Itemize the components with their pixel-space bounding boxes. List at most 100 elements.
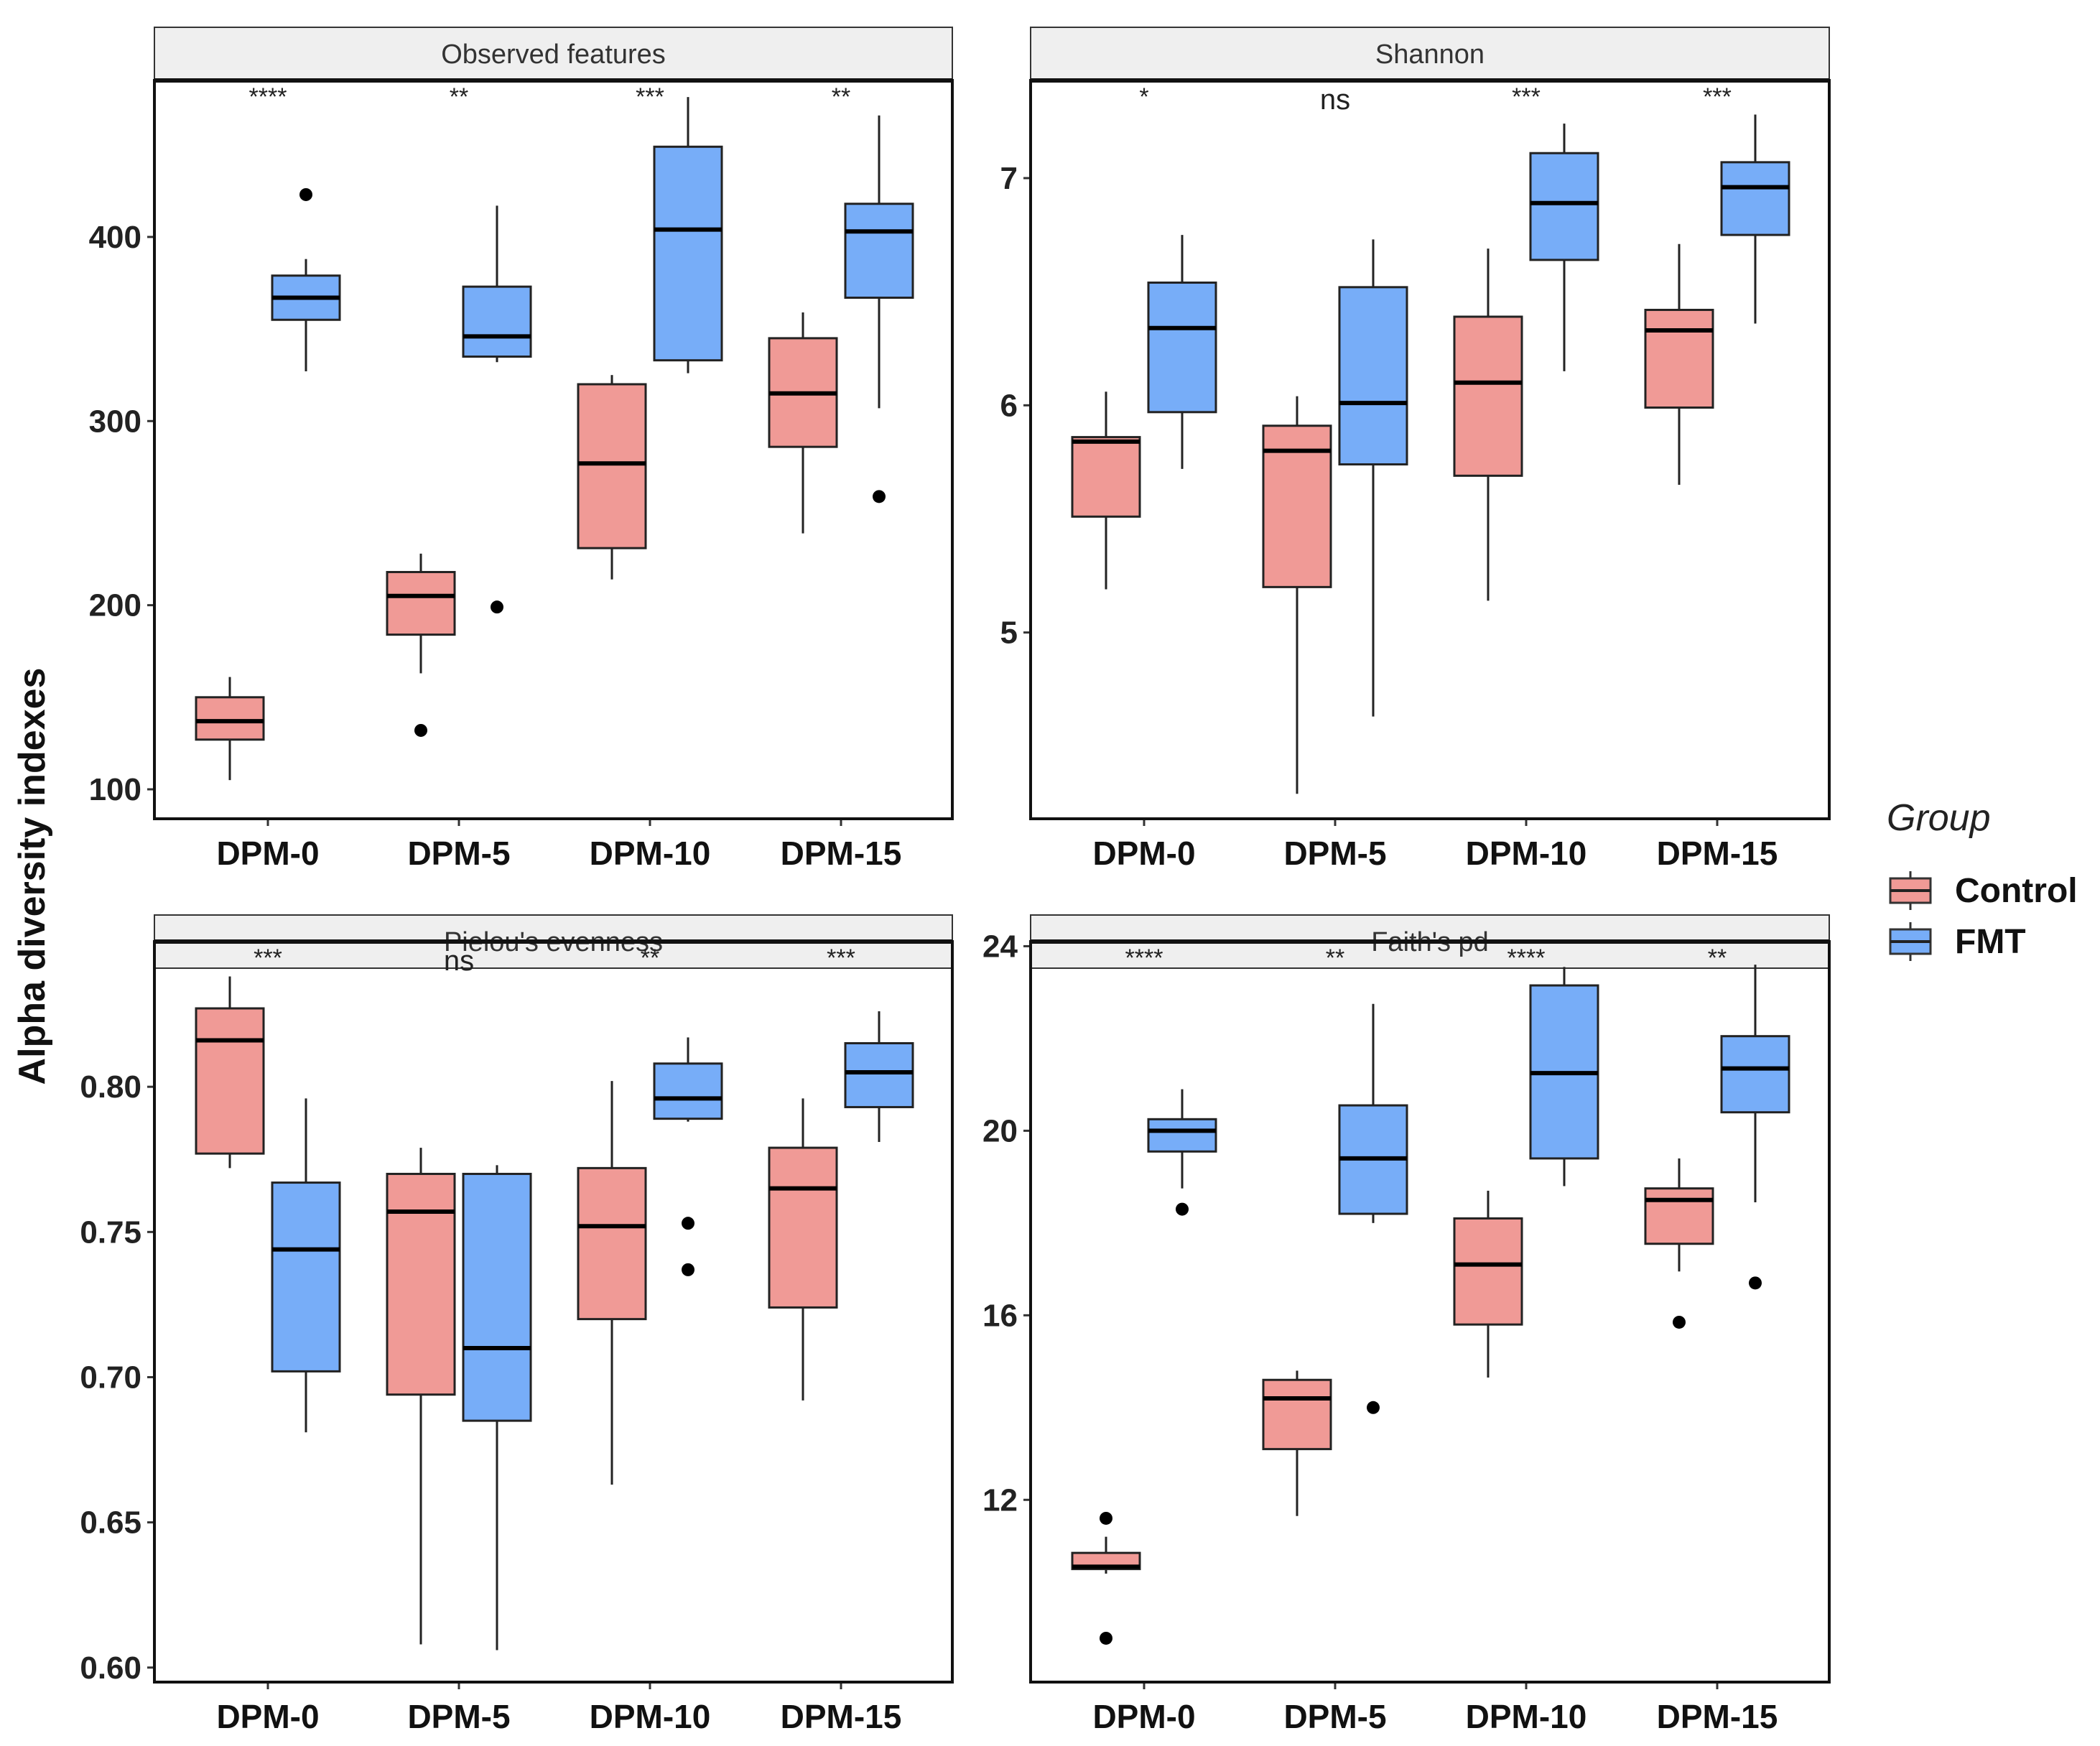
outlier-point bbox=[682, 1263, 694, 1276]
box-iqr bbox=[1262, 1378, 1332, 1451]
x-tick-label: DPM-10 bbox=[1466, 1698, 1587, 1735]
box-fmt bbox=[1147, 1089, 1217, 1216]
significance-label: *** bbox=[1512, 83, 1541, 111]
box-fmt bbox=[462, 205, 532, 614]
box-control bbox=[1644, 1158, 1714, 1329]
box-iqr bbox=[844, 1042, 914, 1108]
box-fmt bbox=[271, 1098, 341, 1433]
box-control bbox=[768, 312, 838, 534]
facet-panel-0: Observed features100200300400DPM-0****DP… bbox=[89, 27, 954, 872]
y-tick-label: 7 bbox=[1000, 161, 1018, 196]
x-tick-label: DPM-10 bbox=[590, 1698, 711, 1735]
box-fmt bbox=[844, 1011, 914, 1142]
x-tick-label: DPM-10 bbox=[590, 835, 711, 872]
box-control bbox=[1453, 249, 1523, 601]
y-tick-label: 100 bbox=[89, 772, 141, 807]
box-fmt bbox=[1147, 235, 1217, 469]
box-control bbox=[577, 1081, 647, 1485]
outlier-point bbox=[1100, 1511, 1112, 1525]
facet-strip bbox=[1030, 27, 1830, 81]
box-iqr bbox=[1644, 1187, 1714, 1245]
significance-label: *** bbox=[254, 944, 282, 972]
significance-label: **** bbox=[1507, 944, 1546, 972]
significance-label: **** bbox=[1125, 944, 1163, 972]
box-fmt bbox=[844, 115, 914, 503]
legend-label-control: Control bbox=[1955, 872, 2078, 910]
outlier-point bbox=[491, 600, 503, 614]
significance-label: **** bbox=[249, 83, 287, 111]
facet-panel-1: Shannon 5 6 7 DPM-0 * DPM-5 ns DPM-10 *** DPM-15 **… bbox=[1000, 27, 1831, 872]
significance-label: ** bbox=[641, 944, 659, 972]
box-iqr bbox=[462, 285, 532, 358]
box-control bbox=[768, 1098, 838, 1401]
box-control bbox=[1453, 1190, 1523, 1378]
box-iqr bbox=[1147, 282, 1217, 414]
box-control bbox=[577, 375, 647, 580]
box-fmt bbox=[1720, 114, 1790, 324]
significance-label: *** bbox=[636, 83, 664, 111]
x-tick-label: DPM-5 bbox=[407, 835, 510, 872]
legend-title: Group bbox=[1887, 797, 1991, 839]
y-tick-label: 200 bbox=[89, 588, 141, 623]
box-control bbox=[195, 677, 265, 781]
panel-frame bbox=[153, 79, 954, 820]
x-tick-label: DPM-15 bbox=[1657, 1698, 1778, 1735]
box-iqr bbox=[1644, 308, 1714, 409]
y-tick-label: 16 bbox=[982, 1298, 1018, 1333]
box-iqr bbox=[653, 1062, 723, 1120]
panel-frame bbox=[1029, 940, 1831, 1684]
box-fmt bbox=[1529, 124, 1599, 371]
box-iqr bbox=[577, 1166, 647, 1321]
legend: Group Control FMT bbox=[1887, 797, 2078, 961]
y-tick-label: 0.65 bbox=[80, 1505, 141, 1541]
box-control bbox=[386, 553, 456, 737]
panel-frame bbox=[1029, 79, 1831, 820]
y-tick-label: 0.80 bbox=[80, 1069, 141, 1105]
y-tick-label: 20 bbox=[982, 1113, 1018, 1148]
box-control bbox=[386, 1148, 456, 1645]
box-control bbox=[1644, 243, 1714, 486]
facet-strip bbox=[154, 27, 953, 81]
box-fmt bbox=[653, 97, 723, 373]
legend-item-control: Control bbox=[1889, 871, 2078, 910]
box-iqr bbox=[1147, 1118, 1217, 1153]
y-tick-label: 24 bbox=[982, 929, 1018, 964]
box-control bbox=[1262, 396, 1332, 794]
x-tick-label: DPM-5 bbox=[1283, 1698, 1386, 1735]
x-tick-label: DPM-0 bbox=[1092, 835, 1195, 872]
x-tick-label: DPM-15 bbox=[781, 835, 902, 872]
box-iqr bbox=[577, 383, 647, 549]
box-iqr bbox=[1453, 315, 1523, 477]
y-axis-label: Alpha diversity indexes bbox=[11, 668, 53, 1085]
box-iqr bbox=[1071, 436, 1141, 518]
box-control bbox=[195, 976, 265, 1169]
box-fmt bbox=[1338, 1003, 1408, 1414]
significance-label: *** bbox=[827, 944, 855, 972]
facet-strip-title: Shannon bbox=[1375, 40, 1485, 70]
outlier-point bbox=[1367, 1401, 1380, 1414]
x-tick-label: DPM-15 bbox=[781, 1698, 902, 1735]
box-iqr bbox=[271, 1181, 341, 1373]
box-iqr bbox=[1338, 286, 1408, 466]
x-tick-label: DPM-5 bbox=[1283, 835, 1386, 872]
x-tick-label: DPM-10 bbox=[1466, 835, 1587, 872]
y-tick-label: 300 bbox=[89, 404, 141, 439]
significance-label: ** bbox=[832, 83, 850, 111]
box-iqr bbox=[195, 1007, 265, 1155]
y-tick-label: 0.70 bbox=[80, 1360, 141, 1395]
outlier-point bbox=[1673, 1315, 1686, 1329]
box-control bbox=[1262, 1370, 1332, 1516]
box-control bbox=[1071, 1511, 1141, 1645]
significance-label: *** bbox=[1703, 83, 1732, 111]
y-tick-label: 400 bbox=[89, 220, 141, 255]
significance-label: ns bbox=[444, 945, 474, 977]
outlier-point bbox=[299, 187, 312, 201]
y-tick-label: 0.60 bbox=[80, 1650, 141, 1686]
box-iqr bbox=[653, 145, 723, 362]
box-iqr bbox=[1720, 1035, 1790, 1114]
significance-label: ** bbox=[1326, 944, 1344, 972]
significance-label: ns bbox=[1320, 84, 1350, 116]
x-tick-label: DPM-0 bbox=[216, 1698, 319, 1735]
box-fmt bbox=[271, 187, 341, 372]
outlier-point bbox=[873, 490, 886, 503]
